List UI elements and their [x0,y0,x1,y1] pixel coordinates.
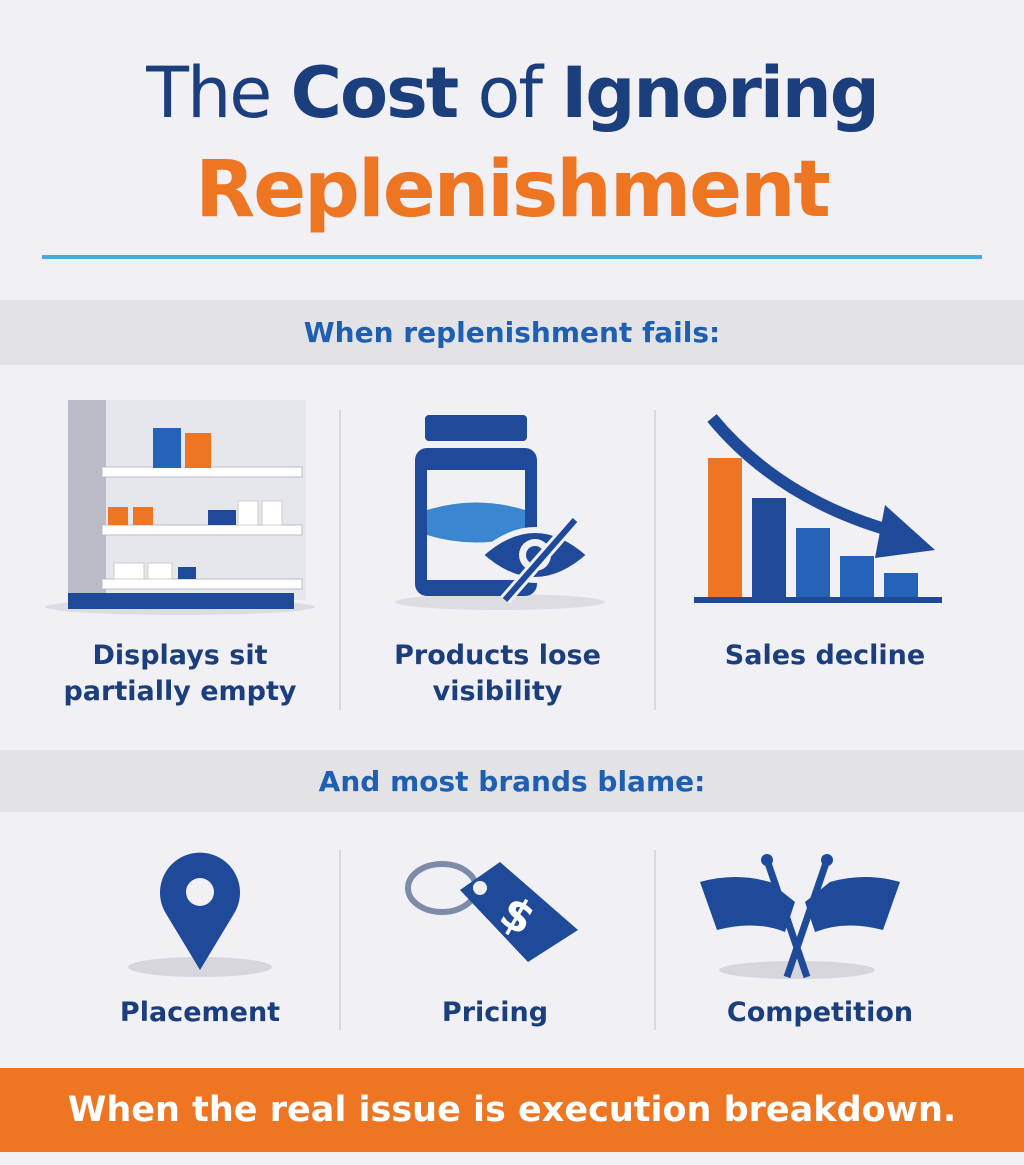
item-label: Placement [119,997,281,1028]
title-word: Cost [290,52,460,134]
divider [654,850,656,1030]
item-label: Sales decline [724,640,926,671]
section-heading: When replenishment fails: [0,300,1024,365]
section-heading: And most brands blame: [0,750,1024,812]
shelf-icon [45,400,315,615]
divider [339,850,341,1030]
item-label: Competition [726,997,914,1028]
decline-icon [694,414,942,603]
title-line-1: The Cost of Ignoring [0,52,1024,134]
flags-icon [700,854,900,979]
footer-banner: When the real issue is execution breakdo… [0,1068,1024,1152]
title-line-2: Replenishment [195,145,831,235]
divider [654,410,656,710]
divider [339,410,341,710]
title-word: Ignoring [561,52,880,134]
item-label: Displays sit partially empty [63,640,297,707]
item-label: Pricing [441,997,549,1028]
title-word: The [146,52,272,134]
title-rule [42,255,982,259]
pin-icon [128,852,272,977]
jar-icon [395,415,605,610]
title-word: of [477,52,543,134]
price-tag-icon: $ [405,861,578,962]
item-label: Products lose visibility [394,640,601,707]
